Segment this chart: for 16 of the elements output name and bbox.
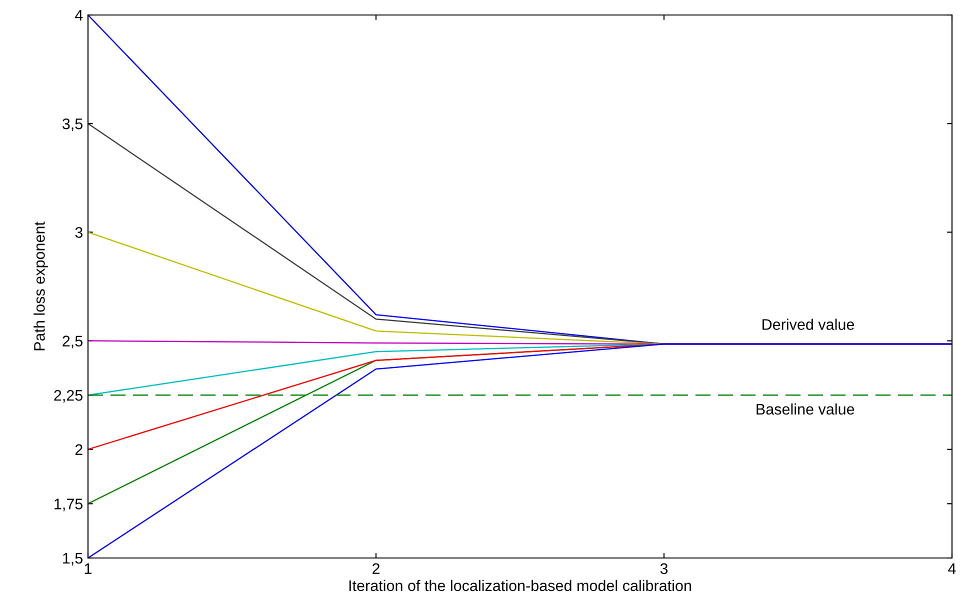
y-tick-label: 3,5 — [62, 118, 82, 132]
x-tick-label: 4 — [948, 563, 956, 574]
y-tick-label: 2,5 — [62, 336, 82, 348]
x-tick-label: 1 — [84, 563, 92, 574]
x-tick-label: 2 — [372, 563, 380, 574]
x-axis-title: Iteration of the localization-based model calibration — [349, 580, 691, 592]
y-tick-label: 1,5 — [63, 553, 82, 566]
y-tick-label: 4 — [74, 10, 83, 21]
x-tick-label: 3 — [660, 563, 668, 574]
y-tick-label: 3 — [75, 227, 82, 238]
annotation: Derived value — [762, 318, 854, 330]
y-tick-label: 2,25 — [54, 390, 82, 403]
y-tick-label: 2 — [75, 444, 82, 455]
ref-line-label: Baseline value — [756, 403, 854, 415]
y-tick-label: 1,75 — [54, 498, 82, 512]
y-axis-title: Path loss exponent — [34, 222, 48, 350]
